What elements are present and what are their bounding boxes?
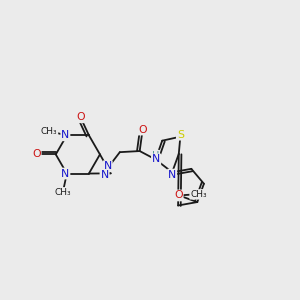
Text: O: O <box>174 190 183 200</box>
Text: O: O <box>32 149 41 159</box>
Text: N: N <box>61 130 70 140</box>
Text: O: O <box>138 124 147 135</box>
Text: N: N <box>152 154 160 164</box>
Text: O: O <box>77 112 85 122</box>
Text: N: N <box>100 170 109 180</box>
Text: H: H <box>152 151 159 160</box>
Text: N: N <box>103 161 112 171</box>
Text: CH₃: CH₃ <box>41 127 58 136</box>
Text: CH₃: CH₃ <box>55 188 71 197</box>
Text: CH₃: CH₃ <box>190 190 207 199</box>
Text: S: S <box>177 130 184 140</box>
Text: N: N <box>61 169 70 178</box>
Text: N: N <box>168 169 176 180</box>
